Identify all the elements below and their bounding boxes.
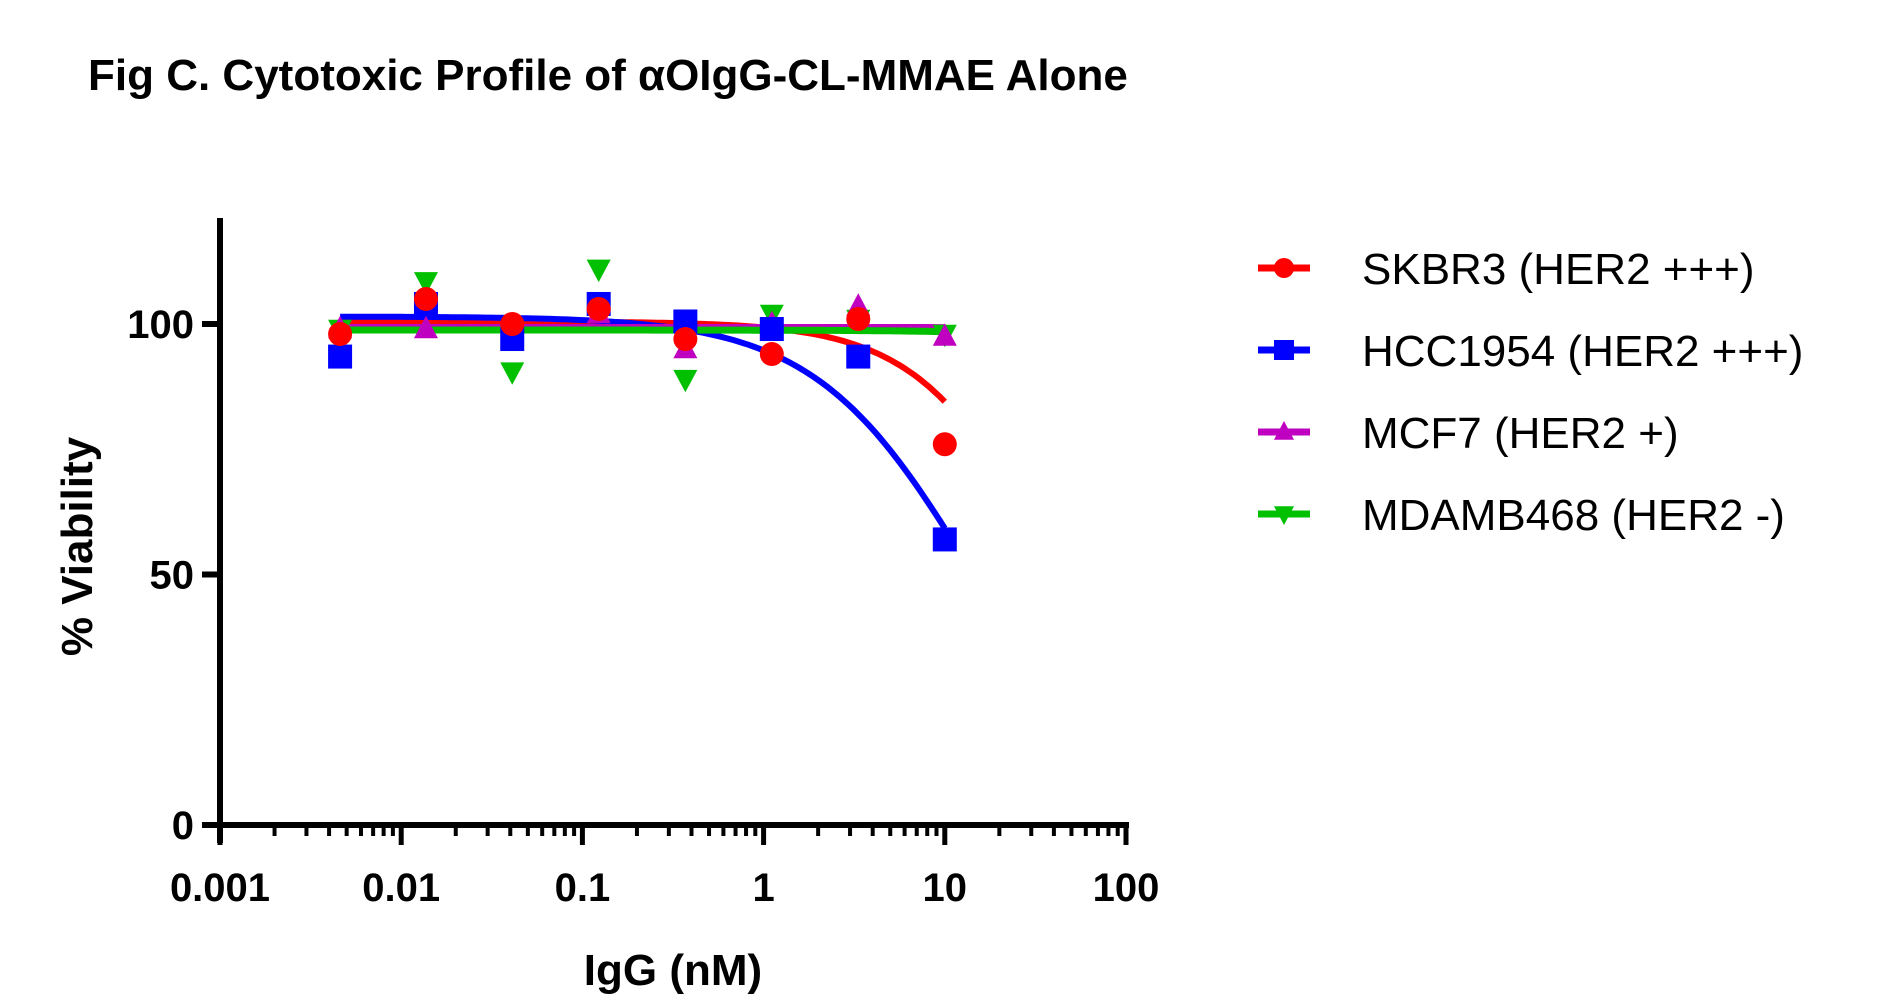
x-tick-label: 0.1 <box>555 866 611 910</box>
data-point <box>586 259 611 283</box>
x-tick-label: 10 <box>923 866 968 910</box>
legend-item: MDAMB468 (HER2 -) <box>1258 491 1785 540</box>
data-point <box>413 315 438 339</box>
legend-item: HCC1954 (HER2 +++) <box>1258 327 1803 376</box>
data-point <box>932 323 957 346</box>
data-point <box>413 272 438 295</box>
x-tick-label: 0.001 <box>170 866 270 910</box>
legend-item: SKBR3 (HER2 +++) <box>1258 245 1755 294</box>
y-ticks: 0 50 100 <box>127 303 220 848</box>
data-point <box>586 296 611 321</box>
data-point <box>673 369 698 393</box>
axes: 0 50 100 0.001 0.01 0.1 1 10 100 <box>127 218 1159 910</box>
x-tick-label: 0.01 <box>362 866 440 910</box>
fit-curves <box>340 313 948 531</box>
x-tick-label: 100 <box>1093 866 1160 910</box>
y-tick-label: 50 <box>150 554 195 598</box>
legend-label: MDAMB468 (HER2 -) <box>1362 491 1785 540</box>
y-tick-label: 100 <box>127 303 194 347</box>
legend-marker-circle-icon <box>1274 258 1294 278</box>
x-axis-title: IgG (nM) <box>584 946 762 995</box>
fit-curve-mdamb468 <box>340 326 945 336</box>
data-point <box>846 306 871 331</box>
y-axis-title: % Viability <box>53 436 102 656</box>
legend-label: SKBR3 (HER2 +++) <box>1362 245 1755 294</box>
data-point <box>328 344 353 369</box>
legend-label: MCF7 (HER2 +) <box>1362 409 1679 458</box>
x-tick-label: 1 <box>752 866 774 910</box>
legend: SKBR3 (HER2 +++) HCC1954 (HER2 +++) MCF7 (… <box>1258 245 1803 540</box>
data-point <box>759 317 784 342</box>
chart-title: Fig C. Cytotoxic Profile of αOIgG-CL-MMA… <box>88 51 1128 100</box>
data-point <box>759 342 784 367</box>
legend-label: HCC1954 (HER2 +++) <box>1362 327 1803 376</box>
series-points-skbr3 <box>328 286 957 457</box>
data-point <box>932 527 957 552</box>
data-point <box>932 432 957 457</box>
legend-item: MCF7 (HER2 +) <box>1258 409 1679 458</box>
legend-marker-triangle-up-icon <box>1274 421 1294 440</box>
legend-marker-square-icon <box>1274 340 1294 360</box>
data-point <box>846 344 871 369</box>
data-point <box>500 362 525 385</box>
plot-area <box>328 259 957 552</box>
x-ticks: 0.001 0.01 0.1 1 10 100 <box>170 825 1159 910</box>
data-point <box>500 312 525 336</box>
legend-marker-triangle-down-icon <box>1274 506 1294 525</box>
data-point <box>413 286 438 311</box>
data-point <box>328 322 353 347</box>
data-point <box>673 327 698 352</box>
y-tick-label: 0 <box>172 804 194 848</box>
data-points <box>328 259 957 552</box>
